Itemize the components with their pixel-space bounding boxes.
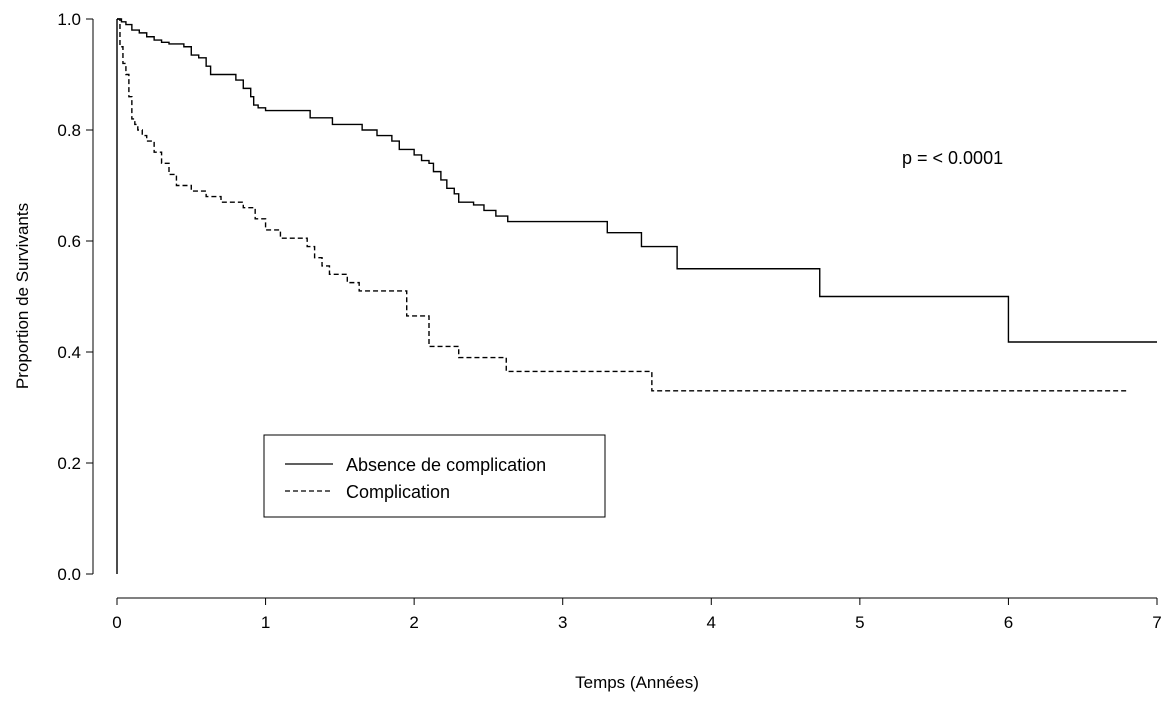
y-tick-label: 0.2 (57, 454, 81, 473)
x-tick-label: 5 (855, 613, 864, 632)
y-tick-label: 1.0 (57, 10, 81, 29)
y-tick-label: 0.8 (57, 121, 81, 140)
axes: 0 1 2 3 4 5 6 7 0.0 0.2 0.4 0.6 0.8 1.0 (57, 10, 1161, 632)
x-axis-title: Temps (Années) (575, 673, 699, 692)
legend-label-complication: Complication (346, 482, 450, 502)
legend: Absence de complication Complication (263, 434, 606, 518)
survival-curves (116, 18, 1157, 574)
x-tick-label: 0 (112, 613, 121, 632)
x-tick-label: 4 (707, 613, 716, 632)
curve-absence-complication (117, 18, 1157, 343)
x-tick-label: 2 (409, 613, 418, 632)
annotation-pvalue: p = < 0.0001 (902, 148, 1003, 168)
x-tick-label: 3 (558, 613, 567, 632)
y-tick-label: 0.6 (57, 232, 81, 251)
y-tick-label: 0.4 (57, 343, 81, 362)
y-tick-label: 0.0 (57, 565, 81, 584)
y-axis-title: Proportion de Survivants (13, 203, 32, 389)
x-tick-label: 1 (261, 613, 270, 632)
legend-box (263, 434, 606, 518)
x-tick-label: 7 (1152, 613, 1161, 632)
legend-label-absence: Absence de complication (346, 455, 546, 475)
curve-complication (117, 18, 1128, 392)
x-tick-label: 6 (1004, 613, 1013, 632)
